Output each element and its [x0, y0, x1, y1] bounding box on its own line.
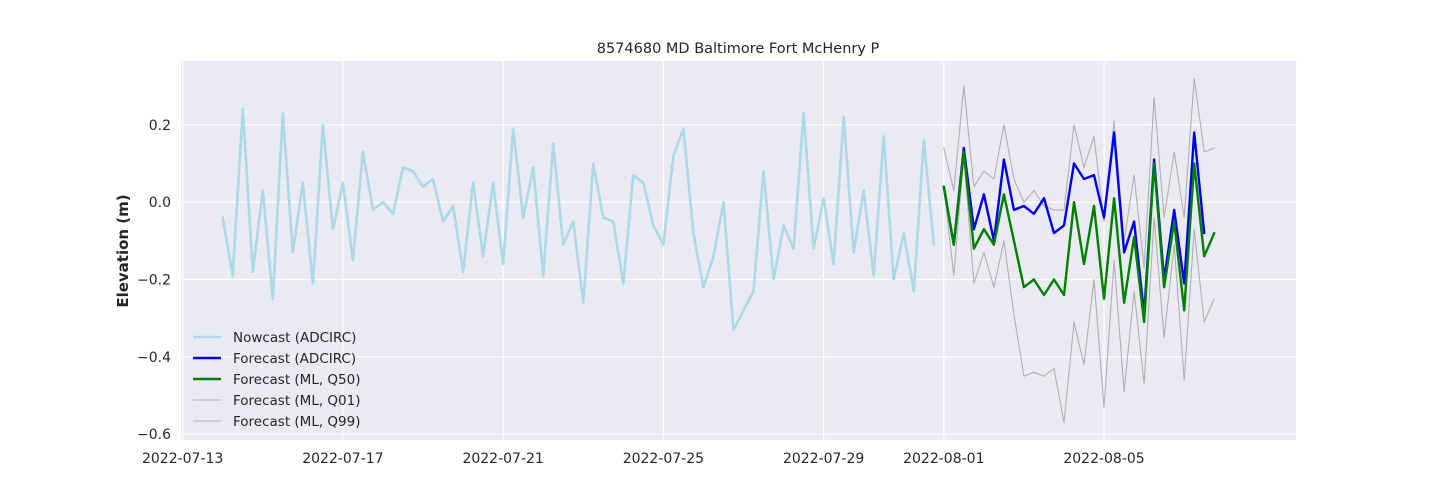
x-tick-label: 2022-07-17 [302, 451, 383, 467]
x-axis-ticks: 2022-07-13 2022-07-17 2022-07-21 2022-07-25… [142, 451, 1145, 467]
y-axis-ticks: −0.6 −0.4 −0.2 0.0 0.2 [137, 118, 171, 443]
x-tick-label: 2022-08-01 [903, 451, 984, 467]
x-tick-label: 2022-07-21 [462, 451, 543, 467]
y-tick-label: 0.0 [149, 195, 171, 211]
x-tick-label: 2022-08-05 [1063, 451, 1144, 467]
y-tick-label: 0.2 [149, 118, 171, 134]
legend-label: Forecast (ADCIRC) [233, 351, 356, 367]
chart-title: 8574680 MD Baltimore Fort McHenry P [597, 41, 880, 57]
legend-label: Forecast (ML, Q50) [233, 372, 361, 388]
legend: Nowcast (ADCIRC) Forecast (ADCIRC) Forecas… [193, 330, 361, 430]
legend-label: Forecast (ML, Q01) [233, 393, 361, 409]
series-layer [221, 77, 1216, 424]
series-line-forecast-ml-q50 [942, 150, 1216, 324]
series-line-nowcast-adcirc [221, 108, 936, 332]
series-line-forecast-ml-q01 [943, 155, 1215, 424]
plot-background [181, 61, 1296, 440]
x-tick-label: 2022-07-13 [142, 451, 223, 467]
y-axis-label: Elevation (m) [114, 194, 132, 307]
legend-label: Nowcast (ADCIRC) [233, 330, 356, 346]
y-tick-label: −0.6 [137, 427, 171, 443]
gridlines [181, 61, 1296, 440]
x-tick-label: 2022-07-29 [783, 451, 864, 467]
y-tick-label: −0.4 [137, 350, 171, 366]
series-line-forecast-ml-q99 [943, 77, 1215, 269]
x-tick-label: 2022-07-25 [623, 451, 704, 467]
y-tick-label: −0.2 [137, 273, 171, 289]
legend-label: Forecast (ML, Q99) [233, 414, 361, 430]
